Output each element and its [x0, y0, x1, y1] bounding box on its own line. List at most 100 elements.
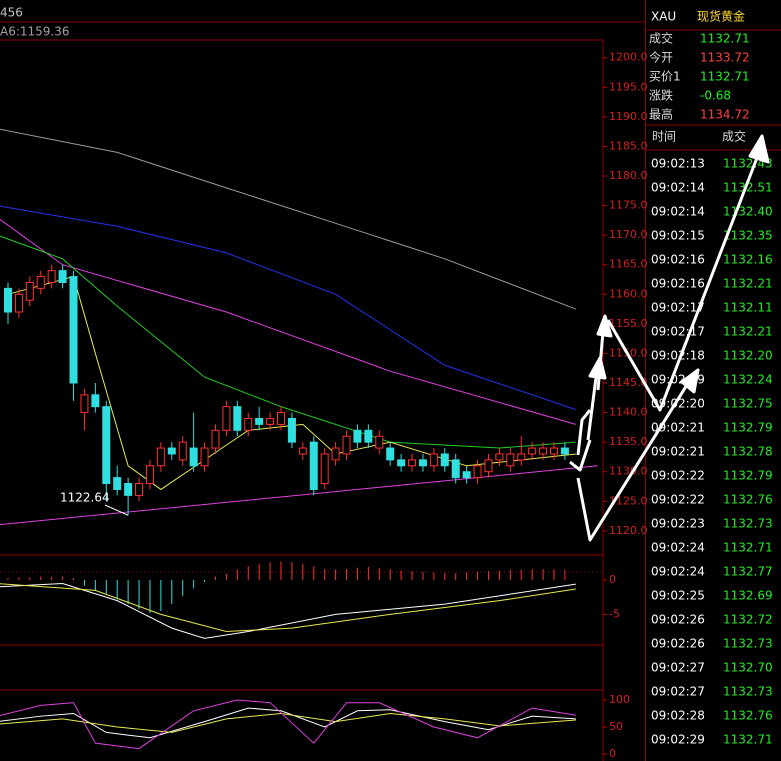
indicator-line — [0, 205, 577, 411]
y-tick-label: 0 — [609, 747, 616, 760]
quote-label: 买价1 — [649, 70, 681, 84]
y-tick-label: 50 — [609, 720, 623, 733]
tick-time: 09:02:29 — [651, 733, 705, 747]
y-tick-label: 1170.0 — [609, 228, 648, 241]
candle-body — [506, 453, 515, 467]
candle-body — [473, 465, 482, 479]
candle-body — [25, 281, 34, 301]
quote-label: 今开 — [649, 50, 673, 65]
y-tick-label: 1200.0 — [609, 51, 648, 64]
candle-body — [189, 447, 198, 467]
candle-body — [429, 453, 438, 467]
tick-price: 1132.51 — [723, 181, 773, 195]
quote-value: 1132.71 — [700, 70, 750, 84]
candle-body — [440, 453, 449, 467]
indicator-line — [0, 699, 576, 750]
tick-time: 09:02:13 — [651, 157, 705, 171]
candle-body — [244, 417, 253, 431]
y-tick-label: 0 — [609, 573, 616, 586]
candle-body — [462, 471, 471, 479]
tick-time: 09:02:23 — [651, 517, 705, 531]
tick-time: 09:02:17 — [651, 325, 705, 339]
tick-price: 1132.35 — [723, 229, 773, 243]
candle-body — [517, 453, 526, 461]
tick-price: 1132.69 — [723, 589, 773, 603]
candle-body — [342, 435, 351, 455]
candle-body — [353, 429, 362, 443]
tick-price: 1132.78 — [723, 445, 773, 459]
candle-body — [58, 270, 67, 283]
candle-body — [375, 435, 384, 449]
tick-price: 1132.73 — [723, 685, 773, 699]
y-tick-label: 1195.0 — [609, 80, 648, 93]
tick-time: 09:02:24 — [651, 565, 705, 579]
candle-body — [418, 459, 427, 467]
tick-time: 09:02:17 — [651, 301, 705, 315]
indicator-line — [0, 465, 598, 526]
tick-time: 09:02:22 — [651, 469, 705, 483]
candle-body — [298, 447, 307, 455]
arrow-head — [748, 134, 770, 164]
tick-price: 1132.71 — [723, 541, 773, 555]
candle-body — [69, 276, 78, 384]
quote-value: -0.68 — [700, 89, 731, 103]
tick-time: 09:02:22 — [651, 493, 705, 507]
candle-body — [320, 453, 329, 485]
tick-time: 09:02:21 — [651, 421, 705, 435]
tick-price: 1132.40 — [723, 205, 773, 219]
candle-body — [4, 287, 12, 313]
arrow-line — [576, 409, 592, 456]
candle-body — [408, 459, 417, 467]
indicator-line — [0, 707, 576, 739]
candle-body — [364, 429, 373, 443]
candle-body — [145, 465, 154, 485]
arrow-head — [596, 314, 613, 338]
tick-time: 09:02:14 — [651, 205, 705, 219]
candle-body — [495, 453, 504, 461]
indicator-line — [0, 583, 576, 633]
tick-price: 1132.76 — [723, 493, 773, 507]
y-tick-label: 1125.0 — [609, 494, 648, 507]
tick-time: 09:02:27 — [651, 685, 705, 699]
quote-label: 成交 — [649, 31, 673, 46]
low-label: 1122.64 — [60, 491, 110, 505]
tick-price: 1132.20 — [723, 349, 773, 363]
candle-body — [560, 447, 569, 455]
candle-body — [484, 459, 493, 473]
quote-value: 1132.71 — [700, 32, 750, 46]
arrow-line — [606, 149, 762, 412]
tick-price: 1132.79 — [723, 469, 773, 483]
tick-price: 1132.77 — [723, 565, 773, 579]
quote-value: 1134.72 — [700, 108, 750, 122]
tick-time: 09:02:25 — [651, 589, 705, 603]
candle-body — [156, 447, 165, 467]
tick-time: 09:02:28 — [651, 709, 705, 723]
candle-body — [266, 417, 275, 425]
candle-body — [331, 447, 340, 461]
quote-value: 1133.72 — [700, 51, 750, 65]
tick-time: 09:02:14 — [651, 181, 705, 195]
candle-body — [222, 406, 231, 431]
tick-time: 09:02:16 — [651, 253, 705, 267]
y-tick-label: 1160.0 — [609, 287, 648, 300]
candle-body — [287, 417, 296, 443]
y-tick-label: 1180.0 — [609, 169, 648, 182]
ticks-header: 时间 — [652, 130, 676, 144]
candle-body — [451, 459, 460, 479]
y-tick-label: 1155.0 — [609, 317, 648, 330]
tick-price: 1132.16 — [723, 253, 773, 267]
tick-price: 1132.70 — [723, 661, 773, 675]
tick-price: 1132.76 — [723, 709, 773, 723]
candle-body — [80, 394, 89, 414]
tick-time: 09:02:24 — [651, 541, 705, 555]
y-tick-label: 1120.0 — [609, 524, 648, 537]
candle-body — [539, 447, 548, 455]
candle-body — [178, 441, 187, 461]
arrow-head — [588, 356, 607, 380]
annotation-arrows — [569, 134, 770, 542]
candle-body — [528, 447, 537, 455]
candle-body — [91, 394, 100, 408]
arrow-head — [680, 368, 700, 394]
candle-body — [550, 447, 558, 455]
